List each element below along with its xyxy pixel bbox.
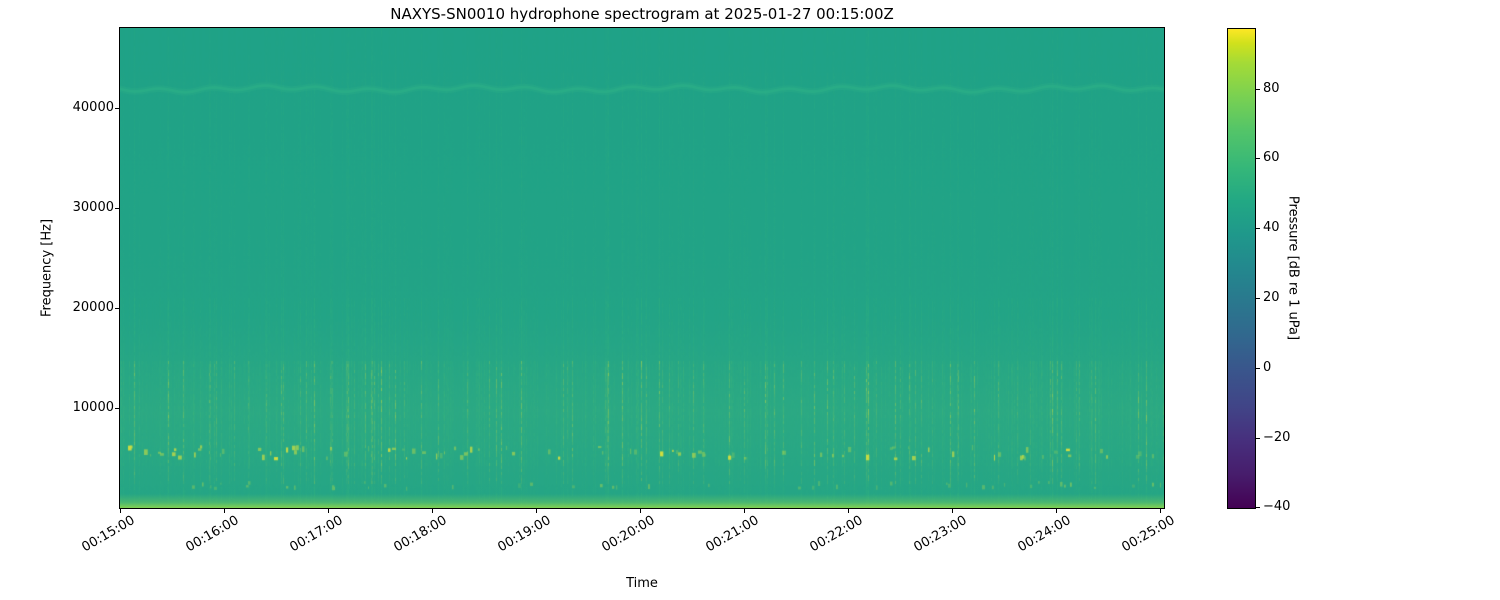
colorbar-tick-mark (1256, 507, 1260, 508)
x-tick-mark (536, 509, 537, 513)
colorbar-tick-mark (1256, 298, 1260, 299)
y-tick-mark (115, 108, 119, 109)
x-tick-mark (848, 509, 849, 513)
x-tick-mark (952, 509, 953, 513)
colorbar-gradient (1228, 29, 1255, 508)
colorbar-tick-mark (1256, 228, 1260, 229)
y-tick-mark (115, 208, 119, 209)
colorbar (1227, 28, 1256, 509)
colorbar-tick-mark (1256, 158, 1260, 159)
y-tick-mark (115, 408, 119, 409)
x-tick-mark (1160, 509, 1161, 513)
chart-title: NAXYS-SN0010 hydrophone spectrogram at 2… (390, 5, 894, 23)
y-tick-mark (115, 308, 119, 309)
spectrogram-image (120, 28, 1164, 508)
colorbar-title: Pressure [dB re 1 uPa] (1285, 195, 1301, 341)
colorbar-tick-label: 0 (1263, 360, 1272, 375)
y-axis-title: Frequency [Hz] (39, 218, 55, 318)
x-axis-title: Time (626, 576, 658, 591)
colorbar-tick-label: 40 (1263, 220, 1280, 235)
colorbar-tick-label: 60 (1263, 150, 1280, 165)
colorbar-tick-label: 20 (1263, 290, 1280, 305)
x-tick-mark (224, 509, 225, 513)
colorbar-tick-mark (1256, 368, 1260, 369)
y-tick-label: 10000 (72, 400, 114, 415)
y-tick-label: 20000 (72, 300, 114, 315)
x-tick-mark (1056, 509, 1057, 513)
x-tick-mark (744, 509, 745, 513)
x-tick-mark (328, 509, 329, 513)
x-tick-mark (120, 509, 121, 513)
colorbar-tick-mark (1256, 89, 1260, 90)
colorbar-tick-label: −20 (1263, 430, 1291, 445)
x-tick-mark (640, 509, 641, 513)
y-tick-label: 40000 (72, 100, 114, 115)
colorbar-tick-label: 80 (1263, 81, 1280, 96)
plot-area (119, 27, 1165, 509)
x-tick-mark (432, 509, 433, 513)
colorbar-tick-mark (1256, 438, 1260, 439)
y-tick-label: 30000 (72, 200, 114, 215)
colorbar-tick-label: −40 (1263, 499, 1291, 514)
